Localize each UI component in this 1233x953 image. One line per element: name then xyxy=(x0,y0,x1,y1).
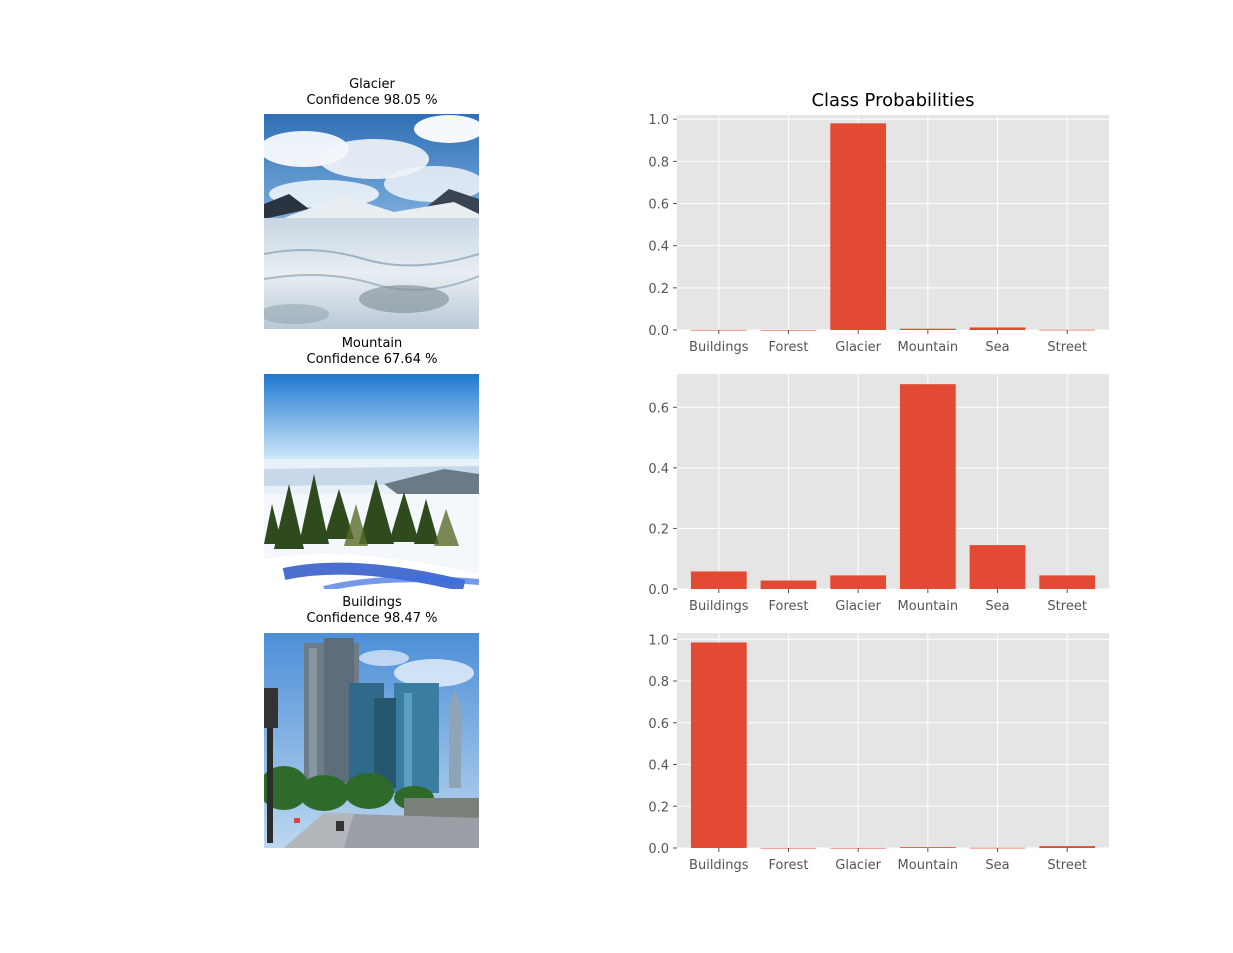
x-tick-label: Sea xyxy=(985,340,1009,355)
x-tick-label: Forest xyxy=(769,599,809,614)
x-tick-label: Street xyxy=(1047,858,1087,873)
bar-buildings xyxy=(690,642,747,848)
bar-sea xyxy=(969,327,1026,330)
prediction-title-1: Glacier Confidence 98.05 % xyxy=(222,77,522,109)
predicted-class-label: Glacier xyxy=(349,77,395,92)
x-tick-label: Buildings xyxy=(689,599,749,614)
y-tick-label: 0.4 xyxy=(648,462,669,477)
bar-sea xyxy=(969,545,1026,589)
x-tick-label: Forest xyxy=(769,340,809,355)
bar-mountain xyxy=(899,384,956,589)
x-tick-label: Buildings xyxy=(689,340,749,355)
x-tick-label: Mountain xyxy=(898,599,959,614)
x-tick-label: Mountain xyxy=(898,340,959,355)
predicted-class-label: Buildings xyxy=(342,595,402,610)
y-tick-label: 1.0 xyxy=(648,113,669,128)
x-tick-label: Street xyxy=(1047,599,1087,614)
y-tick-label: 0.4 xyxy=(648,240,669,255)
x-tick-label: Street xyxy=(1047,340,1087,355)
chart-title: Class Probabilities xyxy=(811,90,974,111)
plot-area xyxy=(677,115,1109,330)
x-tick-label: Sea xyxy=(985,599,1009,614)
buildings-photo xyxy=(264,633,479,848)
bar-street xyxy=(1039,575,1096,589)
y-tick-label: 0.0 xyxy=(648,842,669,857)
y-tick-label: 0.8 xyxy=(648,155,669,170)
x-tick-label: Glacier xyxy=(835,858,881,873)
y-tick-label: 0.0 xyxy=(648,324,669,339)
y-tick-label: 0.6 xyxy=(648,198,669,213)
bar-chart-1: 0.0 0.2 0.4 0.6 0.8 1.0 Buildings Forest Glacier… xyxy=(648,90,1109,355)
bar-chart-2: 0.0 0.2 0.4 0.6 Buildings Forest Glacier Mounta… xyxy=(648,374,1109,614)
bar-buildings xyxy=(690,571,747,589)
y-tick-label: 0.2 xyxy=(648,522,669,537)
mountain-photo xyxy=(264,374,479,589)
y-tick-label: 0.8 xyxy=(648,675,669,690)
y-tick-label: 0.4 xyxy=(648,759,669,774)
y-tick-label: 0.0 xyxy=(648,583,669,598)
glacier-photo xyxy=(264,114,479,329)
confidence-label: Confidence 98.47 % xyxy=(306,611,438,626)
predicted-class-label: Mountain xyxy=(341,336,403,351)
bar-chart-3: 0.0 0.2 0.4 0.6 0.8 1.0 Buildings Forest Glacier… xyxy=(648,633,1109,873)
x-tick-label: Forest xyxy=(769,858,809,873)
x-tick-label: Glacier xyxy=(835,599,881,614)
bar-forest xyxy=(760,580,817,589)
x-tick-label: Sea xyxy=(985,858,1009,873)
bar-glacier xyxy=(830,575,887,589)
y-tick-label: 1.0 xyxy=(648,633,669,648)
bar-mountain xyxy=(899,847,956,848)
plot-area xyxy=(677,374,1109,589)
bar-glacier xyxy=(830,123,887,330)
plot-area xyxy=(677,633,1109,848)
y-tick-label: 0.6 xyxy=(648,401,669,416)
confidence-label: Confidence 67.64 % xyxy=(306,352,438,367)
x-tick-label: Buildings xyxy=(689,858,749,873)
confidence-label: Confidence 98.05 % xyxy=(306,93,438,108)
x-tick-label: Glacier xyxy=(835,340,881,355)
y-tick-label: 0.6 xyxy=(648,717,669,732)
bar-mountain xyxy=(899,328,956,330)
prediction-title-2: Mountain Confidence 67.64 % xyxy=(222,336,522,368)
y-tick-label: 0.2 xyxy=(648,800,669,815)
bar-street xyxy=(1039,846,1096,848)
prediction-title-3: Buildings Confidence 98.47 % xyxy=(222,595,522,627)
y-tick-label: 0.2 xyxy=(648,282,669,297)
x-tick-label: Mountain xyxy=(898,858,959,873)
